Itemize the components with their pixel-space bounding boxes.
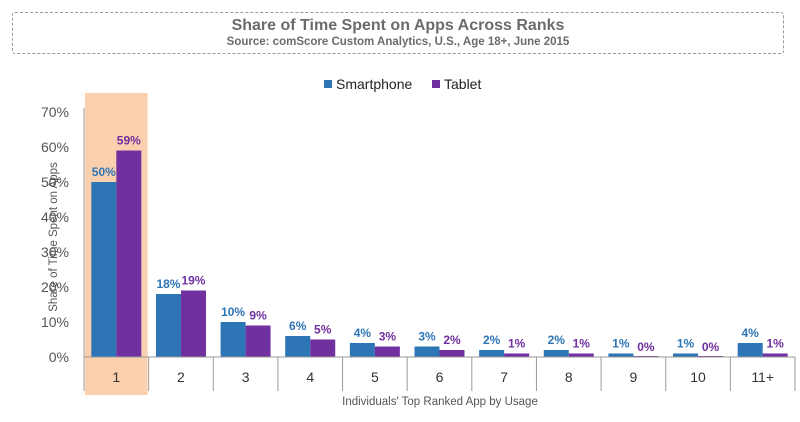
smartphone-value-label-5: 4% bbox=[354, 326, 372, 340]
tablet-value-label-6: 2% bbox=[443, 333, 461, 347]
chart-subtitle: Source: comScore Custom Analytics, U.S.,… bbox=[226, 36, 570, 48]
y-tick-label: 40% bbox=[41, 209, 69, 225]
tablet-value-label-9: 0% bbox=[637, 340, 655, 354]
y-axis-title: Share of Time Spent on Apps bbox=[48, 162, 60, 312]
smartphone-legend-swatch bbox=[324, 80, 332, 88]
x-tick-label: 4 bbox=[306, 369, 314, 385]
smartphone-bar-3 bbox=[220, 322, 246, 357]
smartphone-value-label-6: 3% bbox=[418, 330, 436, 344]
smartphone-bar-1 bbox=[91, 182, 117, 357]
x-tick-label: 7 bbox=[500, 369, 508, 385]
smartphone-bar-5 bbox=[349, 343, 375, 357]
tablet-bar-7 bbox=[504, 353, 530, 357]
x-tick-label: 8 bbox=[565, 369, 573, 385]
x-tick-label: 11+ bbox=[751, 369, 774, 385]
x-tick-label: 3 bbox=[242, 369, 250, 385]
x-tick-label: 9 bbox=[630, 369, 638, 385]
tablet-value-label-2: 19% bbox=[181, 274, 205, 288]
tablet-value-label-7: 1% bbox=[508, 337, 526, 351]
smartphone-bar-7 bbox=[479, 350, 505, 357]
tablet-bar-5 bbox=[374, 346, 400, 357]
tablet-bar-11+ bbox=[762, 353, 788, 357]
smartphone-value-label-3: 10% bbox=[221, 305, 245, 319]
tablet-value-label-8: 1% bbox=[573, 337, 591, 351]
smartphone-bar-10 bbox=[673, 353, 699, 357]
x-tick-label: 6 bbox=[436, 369, 444, 385]
x-tick-label: 1 bbox=[112, 369, 120, 385]
smartphone-value-label-1: 50% bbox=[92, 165, 116, 179]
y-tick-label: 60% bbox=[41, 139, 69, 155]
smartphone-bar-9 bbox=[608, 353, 634, 357]
tablet-bar-4 bbox=[310, 339, 336, 357]
y-tick-label: 0% bbox=[49, 349, 69, 365]
smartphone-value-label-11+: 4% bbox=[742, 326, 760, 340]
smartphone-value-label-10: 1% bbox=[677, 337, 695, 351]
chart-title: Share of Time Spent on Apps Across Ranks bbox=[231, 17, 565, 34]
x-tick-label: 5 bbox=[371, 369, 379, 385]
smartphone-bar-8 bbox=[543, 350, 569, 357]
tablet-bar-6 bbox=[439, 350, 465, 357]
tablet-legend-label: Tablet bbox=[444, 76, 481, 92]
smartphone-bar-11+ bbox=[737, 343, 763, 357]
x-tick-label: 2 bbox=[177, 369, 185, 385]
smartphone-legend-label: Smartphone bbox=[336, 76, 412, 92]
chart-title-box: Share of Time Spent on Apps Across Ranks… bbox=[12, 12, 784, 54]
y-tick-label: 50% bbox=[41, 174, 69, 190]
y-tick-label: 30% bbox=[41, 244, 69, 260]
tablet-value-label-4: 5% bbox=[314, 323, 332, 337]
tablet-bar-8 bbox=[568, 353, 594, 357]
y-tick-label: 10% bbox=[41, 314, 69, 330]
tablet-bar-2 bbox=[180, 290, 206, 357]
smartphone-value-label-2: 18% bbox=[156, 277, 180, 291]
y-tick-label: 20% bbox=[41, 279, 69, 295]
smartphone-value-label-4: 6% bbox=[289, 319, 307, 333]
x-axis-title: Individuals' Top Ranked App by Usage bbox=[342, 396, 538, 408]
smartphone-bar-4 bbox=[285, 336, 311, 357]
smartphone-bar-6 bbox=[414, 346, 440, 357]
smartphone-bar-2 bbox=[155, 294, 181, 357]
tablet-value-label-11+: 1% bbox=[767, 337, 785, 351]
tablet-value-label-1: 59% bbox=[117, 134, 141, 148]
smartphone-value-label-7: 2% bbox=[483, 333, 501, 347]
x-tick-label: 10 bbox=[690, 369, 706, 385]
tablet-bar-3 bbox=[245, 325, 271, 357]
smartphone-value-label-8: 2% bbox=[548, 333, 566, 347]
tablet-value-label-5: 3% bbox=[379, 330, 397, 344]
tablet-legend-swatch bbox=[432, 80, 440, 88]
tablet-value-label-10: 0% bbox=[702, 340, 720, 354]
y-tick-label: 70% bbox=[41, 104, 69, 120]
smartphone-value-label-9: 1% bbox=[612, 337, 630, 351]
tablet-bar-1 bbox=[116, 150, 142, 357]
tablet-value-label-3: 9% bbox=[249, 309, 267, 323]
